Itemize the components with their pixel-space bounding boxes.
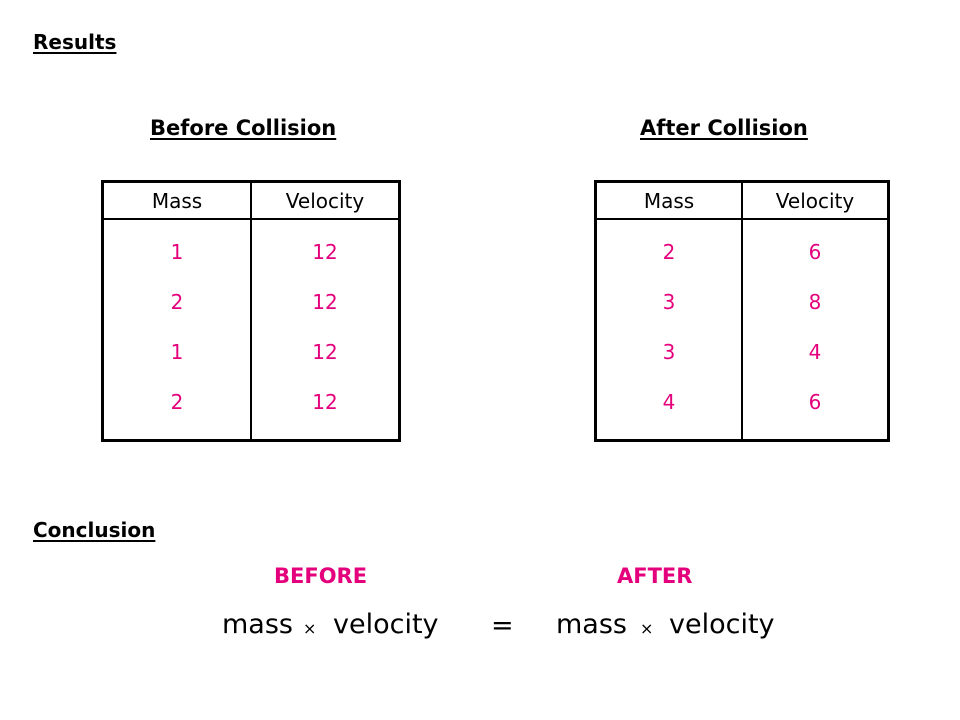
table-body: 2 3 3 4 6 8 4 6 bbox=[597, 220, 887, 439]
before-collision-heading: Before Collision bbox=[150, 116, 337, 140]
table-body: 1 2 1 2 12 12 12 12 bbox=[104, 220, 398, 439]
mass-cell: 1 bbox=[170, 340, 184, 364]
results-heading: Results bbox=[33, 30, 117, 54]
mass-values-column: 2 3 3 4 bbox=[597, 220, 741, 439]
equation-lhs-velocity: velocity bbox=[333, 609, 439, 640]
equation-rhs-times-sign: × bbox=[640, 619, 654, 638]
velocity-cell: 12 bbox=[312, 390, 338, 414]
mass-cell: 1 bbox=[170, 240, 184, 264]
equation-rhs-mass: mass bbox=[556, 609, 627, 640]
equation-lhs-mass: mass bbox=[222, 609, 293, 640]
equation-rhs-velocity: velocity bbox=[669, 609, 775, 640]
velocity-column-header: Velocity bbox=[250, 183, 398, 218]
velocity-cell: 6 bbox=[808, 390, 822, 414]
mass-cell: 2 bbox=[170, 290, 184, 314]
velocity-cell: 12 bbox=[312, 340, 338, 364]
mass-column-header: Mass bbox=[151, 188, 203, 213]
after-collision-table: Mass Velocity 2 3 3 4 6 8 4 6 bbox=[594, 180, 890, 442]
before-collision-table: Mass Velocity 1 2 1 2 12 12 12 12 bbox=[101, 180, 401, 442]
mass-cell: 4 bbox=[662, 390, 676, 414]
mass-cell: 2 bbox=[662, 240, 676, 264]
after-label: AFTER bbox=[617, 564, 693, 588]
velocity-column-header: Velocity bbox=[741, 183, 887, 218]
after-collision-heading: After Collision bbox=[640, 116, 808, 140]
velocity-cell: 8 bbox=[808, 290, 822, 314]
equation-equals-sign: = bbox=[491, 610, 514, 641]
before-label: BEFORE bbox=[274, 564, 368, 588]
mass-cell: 3 bbox=[662, 290, 676, 314]
velocity-cell: 12 bbox=[312, 240, 338, 264]
table-header-row: Mass Velocity bbox=[597, 183, 887, 220]
velocity-values-column: 6 8 4 6 bbox=[741, 220, 887, 439]
mass-cell: 2 bbox=[170, 390, 184, 414]
velocity-cell: 6 bbox=[808, 240, 822, 264]
equation-lhs-times-sign: × bbox=[303, 619, 317, 638]
mass-values-column: 1 2 1 2 bbox=[104, 220, 250, 439]
conclusion-heading: Conclusion bbox=[33, 518, 156, 542]
velocity-cell: 12 bbox=[312, 290, 338, 314]
table-header-row: Mass Velocity bbox=[104, 183, 398, 220]
velocity-values-column: 12 12 12 12 bbox=[250, 220, 398, 439]
mass-column-header: Mass bbox=[643, 188, 695, 213]
mass-cell: 3 bbox=[662, 340, 676, 364]
velocity-cell: 4 bbox=[808, 340, 822, 364]
